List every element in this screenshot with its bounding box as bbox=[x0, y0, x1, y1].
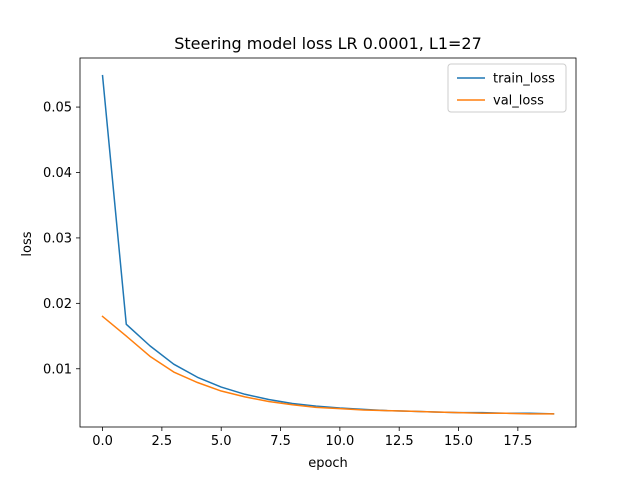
x-tick-label: 17.5 bbox=[503, 434, 532, 449]
legend: train_loss val_loss bbox=[447, 63, 567, 113]
series-line-val-loss bbox=[101, 315, 555, 415]
x-tick-label: 0.0 bbox=[92, 434, 113, 449]
x-tick-label: 15.0 bbox=[444, 434, 473, 449]
y-tick-label: 0.04 bbox=[43, 166, 72, 181]
series-line-train-loss bbox=[101, 74, 555, 415]
x-tick-label: 12.5 bbox=[385, 434, 414, 449]
x-tick-label: 10.0 bbox=[325, 434, 354, 449]
y-axis-label: loss bbox=[20, 231, 35, 256]
y-tick-label: 0.02 bbox=[43, 297, 72, 312]
x-axis-label: epoch bbox=[308, 456, 348, 471]
axes-frame bbox=[79, 57, 577, 428]
x-tick-label: 7.5 bbox=[270, 434, 291, 449]
y-tick-label: 0.03 bbox=[43, 231, 72, 246]
y-tick-label: 0.05 bbox=[43, 101, 72, 116]
y-tick-label: 0.01 bbox=[43, 362, 72, 377]
chart-title: Steering model loss LR 0.0001, L1=27 bbox=[174, 34, 482, 53]
plot-area: 0.0 2.5 5.0 7.5 10.0 12.5 15.0 17.5 0.01 0.02 0.03… bbox=[43, 57, 577, 449]
legend-label-train-loss: train_loss bbox=[493, 72, 555, 87]
legend-label-val-loss: val_loss bbox=[493, 94, 544, 109]
x-tick-label: 5.0 bbox=[211, 434, 232, 449]
x-tick-label: 2.5 bbox=[152, 434, 173, 449]
